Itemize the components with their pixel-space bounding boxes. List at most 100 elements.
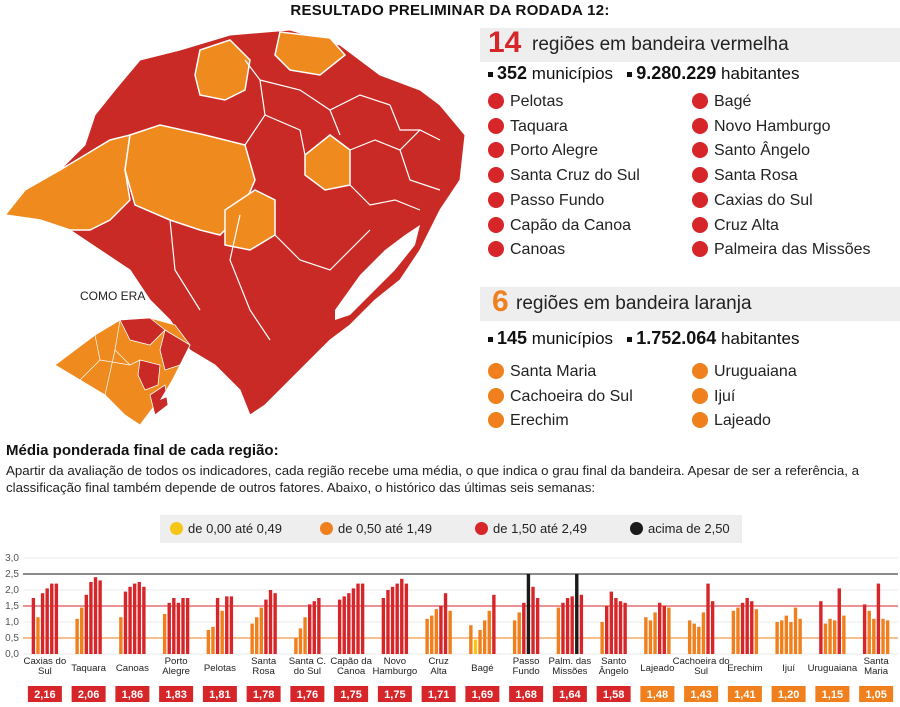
y-tick-label: 0,5 xyxy=(5,633,19,644)
red-region-item: Bagé xyxy=(692,93,751,111)
region-name: Taquara xyxy=(510,117,568,135)
region-dot-icon xyxy=(692,191,708,208)
bar xyxy=(570,596,574,654)
legend-item: acima de 2,50 xyxy=(630,521,730,536)
bar xyxy=(425,618,429,654)
final-badge xyxy=(246,686,281,702)
bar xyxy=(522,602,526,654)
region-label: Uruguaiana xyxy=(808,663,858,674)
map-region-uruguaiana xyxy=(3,134,131,231)
bar xyxy=(75,618,79,654)
bar xyxy=(172,598,176,654)
bar xyxy=(220,610,224,654)
region-name: Pelotas xyxy=(510,93,564,110)
region-label: Ângelo xyxy=(599,666,629,677)
bar xyxy=(832,620,837,654)
final-value: 1,41 xyxy=(734,689,755,701)
final-value: 1,20 xyxy=(778,689,799,701)
final-value: 1,75 xyxy=(340,689,361,701)
final-value: 1,05 xyxy=(865,689,886,701)
region-label: do Sul xyxy=(294,666,321,677)
region-dot-icon xyxy=(692,142,708,159)
region-dot-icon xyxy=(692,167,708,184)
orange-municipios-value: 145 xyxy=(497,328,528,348)
region-dot-icon xyxy=(488,387,504,404)
final-badge xyxy=(334,686,369,702)
map-region-ijui xyxy=(194,39,251,101)
bar xyxy=(54,583,59,654)
bar xyxy=(351,588,356,654)
region-name: Porto Alegre xyxy=(510,142,599,160)
region-label: Canoa xyxy=(337,666,366,677)
region-dot-icon xyxy=(692,241,708,258)
region-label: Hamburgo xyxy=(372,666,417,677)
bar xyxy=(881,618,885,654)
bar xyxy=(337,599,342,654)
final-badge xyxy=(377,686,412,702)
final-value: 1,78 xyxy=(253,689,274,701)
region-label: Novo xyxy=(384,656,406,667)
final-badge xyxy=(684,686,719,702)
region-dot-icon xyxy=(488,93,504,109)
bar xyxy=(644,617,648,654)
region-name: Santo Ângelo xyxy=(714,142,811,160)
region-label: Fundo xyxy=(513,666,540,677)
legend-dot-icon xyxy=(475,522,488,535)
bar xyxy=(556,607,561,654)
average-title: Média ponderada final de cada região: xyxy=(6,442,279,459)
region-dot-icon xyxy=(692,363,708,379)
region-label: Santa xyxy=(251,656,277,667)
bar xyxy=(535,598,540,654)
region-name: Novo Hamburgo xyxy=(714,117,831,135)
orange-section-header: 6 regiões em bandeira laranja xyxy=(480,285,900,321)
bar xyxy=(662,606,666,654)
bar xyxy=(264,599,268,654)
red-region-item: Caxias do Sul xyxy=(692,191,813,210)
region-name: Santa Cruz do Sul xyxy=(510,167,640,185)
final-badge xyxy=(771,686,806,702)
final-value: 1,68 xyxy=(515,689,536,701)
bar xyxy=(872,618,876,654)
final-badge xyxy=(552,686,587,702)
bar xyxy=(229,596,234,654)
final-badge xyxy=(859,686,894,702)
map-lagoon xyxy=(335,225,420,320)
bar xyxy=(736,607,740,654)
red-region-item: Porto Alegre xyxy=(488,142,598,160)
legend-label: de 0,50 até 1,49 xyxy=(338,521,432,536)
region-name: Caxias do Sul xyxy=(714,191,813,209)
bar xyxy=(561,602,565,654)
page-title: RESULTADO PRELIMINAR DA RODADA 12: xyxy=(290,2,610,19)
bar xyxy=(731,610,736,654)
bar xyxy=(98,580,102,654)
bar xyxy=(142,586,146,654)
region-name: Bagé xyxy=(714,93,752,110)
bar xyxy=(531,586,535,654)
final-value: 1,81 xyxy=(209,689,230,701)
orange-habitantes-value: 1.752.064 xyxy=(636,328,717,348)
bar xyxy=(487,610,491,654)
final-badge xyxy=(71,686,106,702)
bar xyxy=(395,583,399,654)
region-dot-icon xyxy=(488,117,504,134)
bar xyxy=(862,604,867,654)
final-badge xyxy=(465,686,500,702)
orange-region-item: Erechim xyxy=(488,412,569,430)
bar xyxy=(50,583,54,654)
region-label: Canoas xyxy=(116,663,149,674)
bar xyxy=(609,591,614,654)
red-region-item: Capão da Canoa xyxy=(488,216,631,235)
bar xyxy=(517,612,521,654)
bar xyxy=(273,593,277,654)
y-tick-label: 2,0 xyxy=(5,585,19,596)
final-value: 1,75 xyxy=(384,689,405,701)
bar xyxy=(775,622,779,654)
color-legend: de 0,00 até 0,49 de 0,50 até 1,49 de 1,50 … xyxy=(160,515,742,543)
bar xyxy=(294,638,298,654)
bar xyxy=(575,574,579,654)
orange-label: regiões em bandeira laranja xyxy=(516,293,752,314)
bar xyxy=(181,598,185,654)
bar xyxy=(381,598,386,654)
map-region-erechim xyxy=(274,31,347,76)
rs-regions-map: COMO ERA xyxy=(3,29,466,426)
